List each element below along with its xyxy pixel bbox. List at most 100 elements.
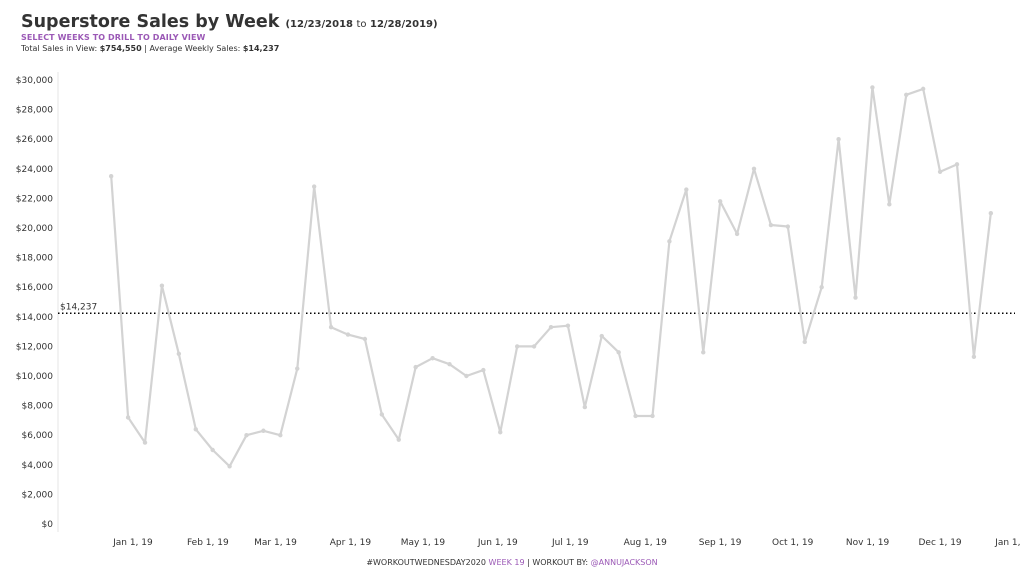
y-tick-label: $12,000 [16,342,53,352]
x-tick-label: Jun 1, 19 [477,538,518,548]
y-tick-label: $14,000 [16,313,53,323]
x-axis: Jan 1, 19 Feb 1, 19 Mar 1, 19 Apr 1, 19 May … [112,538,1024,548]
total-value: $754,550 [99,44,142,53]
x-tick-label: Jan 1, 20 [994,538,1024,548]
footer: #WORKOUTWEDNESDAY2020 WEEK 19 | WORKOUT … [0,558,1024,567]
y-tick-label: $10,000 [16,372,53,382]
sales-point[interactable] [633,413,638,419]
footer-week: WEEK 19 [488,558,525,567]
sales-point[interactable] [667,239,672,244]
footer-credit-handle[interactable]: @ANNUJACKSON [590,558,658,567]
sales-point[interactable] [734,231,740,237]
sales-point[interactable] [971,354,977,359]
avg-label: Average Weekly Sales: [149,44,241,53]
x-tick-label: Apr 1, 19 [330,538,372,548]
x-tick-label: Oct 1, 19 [772,538,814,548]
sales-point[interactable] [362,336,368,342]
avg-value: $14,237 [242,44,280,53]
y-tick-label: $28,000 [16,106,53,116]
sales-point[interactable] [684,187,689,192]
sales-series-line [110,86,992,468]
range-start: (12/23/2018 [285,19,353,30]
sales-point[interactable] [210,447,215,453]
sales-point[interactable] [514,344,520,349]
date-range: (12/23/2018 to 12/28/2019) [285,19,437,30]
sales-point[interactable] [853,295,858,300]
sales-point[interactable] [785,224,791,229]
summary-separator: | [144,44,147,53]
sales-point[interactable] [701,350,706,355]
x-tick-label: Feb 1, 19 [187,538,229,548]
y-tick-label: $22,000 [16,194,53,204]
footer-separator: | [527,558,530,567]
y-tick-label: $24,000 [16,165,53,175]
sales-point[interactable] [751,166,757,171]
y-tick-label: $4,000 [22,461,54,471]
sales-point[interactable] [396,437,401,442]
x-tick-label: Mar 1, 19 [254,538,297,548]
sales-point[interactable] [768,222,774,228]
sales-point[interactable] [464,373,469,379]
sales-point[interactable] [311,184,317,189]
sales-point[interactable] [650,413,655,419]
sales-point[interactable] [531,344,537,349]
x-tick-label: Sep 1, 19 [699,538,742,548]
sales-point[interactable] [328,324,334,330]
y-tick-label: $8,000 [22,402,54,412]
sales-point[interactable] [548,324,554,330]
x-tick-label: Jul 1, 19 [551,538,589,548]
x-tick-label: Aug 1, 19 [624,538,668,548]
sales-point[interactable] [125,415,131,420]
sales-point[interactable] [836,137,841,142]
average-reference-label: $14,237 [60,302,97,312]
sales-point[interactable] [278,433,283,438]
total-label: Total Sales in View: [21,44,98,53]
sales-point[interactable] [244,433,249,438]
sales-point[interactable] [193,427,198,432]
summary-line: Total Sales in View: $754,550 | Average … [21,44,438,53]
sales-point[interactable] [345,332,351,337]
y-tick-label: $2,000 [22,490,54,500]
sales-point[interactable] [887,202,892,207]
header: Superstore Sales by Week (12/23/2018 to … [21,12,438,53]
drill-instruction[interactable]: SELECT WEEKS TO DRILL TO DAILY VIEW [21,33,206,42]
sales-point[interactable] [498,430,503,435]
sales-point[interactable] [565,323,571,328]
sales-point[interactable] [920,86,926,92]
sales-point[interactable] [599,333,604,339]
sales-point[interactable] [142,440,148,445]
sales-point[interactable] [447,361,452,367]
sales-point[interactable] [227,464,232,469]
sales-point[interactable] [295,366,300,371]
footer-hashtag: #WORKOUTWEDNESDAY2020 [366,558,486,567]
sales-point[interactable] [582,404,588,410]
y-tick-label: $20,000 [16,224,53,234]
y-tick-label: $18,000 [16,254,53,264]
sales-point[interactable] [413,364,418,370]
sales-point[interactable] [481,367,486,373]
sales-point[interactable] [159,283,165,288]
range-to: to [356,19,367,30]
y-tick-label: $6,000 [22,431,54,441]
x-tick-label: Jan 1, 19 [112,538,153,548]
y-tick-label: $30,000 [16,76,53,86]
sales-point[interactable] [819,285,824,290]
y-tick-label: $16,000 [16,283,53,293]
sales-point[interactable] [108,174,114,179]
sales-point[interactable] [904,92,909,98]
sales-point[interactable] [717,199,723,204]
sales-point[interactable] [937,169,943,174]
sales-points [108,85,994,469]
sales-point[interactable] [176,351,182,356]
sales-point[interactable] [870,85,875,90]
sales-point[interactable] [261,428,266,433]
sales-point[interactable] [379,412,385,417]
y-axis: $0 $2,000 $4,000 $6,000 $8,000 $10,000 $12,000… [16,76,53,530]
sales-point[interactable] [802,339,807,345]
sales-point[interactable] [430,356,435,361]
sales-point[interactable] [988,211,994,216]
sales-point[interactable] [616,350,621,355]
sales-point[interactable] [954,162,960,167]
footer-credit-label: WORKOUT BY: [532,558,589,567]
